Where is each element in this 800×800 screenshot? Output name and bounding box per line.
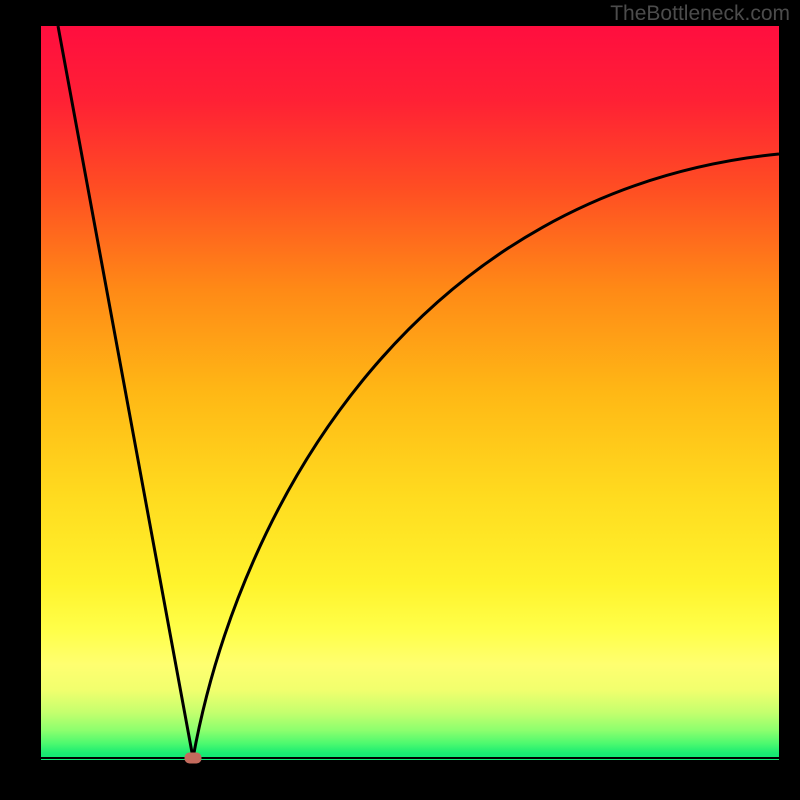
watermark-text: TheBottleneck.com <box>610 2 790 26</box>
chart-svg-layer <box>41 26 779 760</box>
optimal-point-marker <box>185 753 202 764</box>
chart-background <box>41 26 779 760</box>
chart-plot-area <box>41 26 779 760</box>
